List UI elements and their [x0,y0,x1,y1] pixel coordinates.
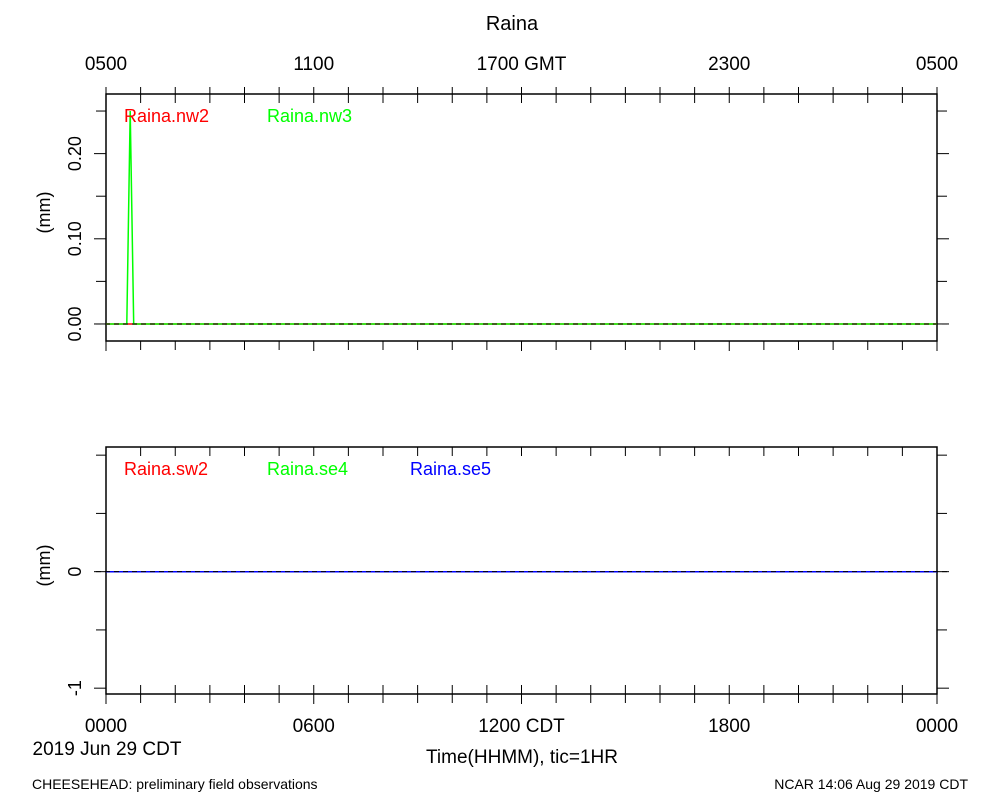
chart-title: Raina [486,13,539,35]
y-tick-label: 0.20 [65,136,85,171]
bottom-time-axis: 0000 0600 1200 CDT 1800 0000 [85,716,958,737]
legend-entry: Raina.se5 [410,459,491,479]
bottom-axis-tick-label: 0600 [293,716,335,737]
top-axis-tick-label: 0500 [85,54,127,75]
plot-frame [105,93,938,342]
bottom-panel: 0 -1 (mm) Raina.sw2 Raina.se4 Raina.se5 [34,446,949,704]
bottom-axis-tick-label: 0000 [85,716,127,737]
x-axis-label: Time(HHMM), tic=1HR [426,747,618,768]
footer-left: CHEESEHEAD: preliminary field observatio… [32,776,318,792]
bottom-axis-tick-label: 0000 [916,716,958,737]
y-tick-label: -1 [65,680,85,696]
footer-right: NCAR 14:06 Aug 29 2019 CDT [774,776,968,792]
bottom-axis-tick-label: 1800 [708,716,750,737]
top-axis-tick-label: 1100 [293,54,334,75]
legend-entry: Raina.nw3 [267,106,352,126]
legend-entry: Raina.nw2 [124,106,209,126]
y-tick-label: 0 [65,567,85,577]
y-axis-label: (mm) [34,545,54,587]
top-axis-tick-label: 0500 [916,54,958,75]
series-line-Raina.nw3 [106,110,937,325]
bottom-axis-tick-label: 1200 CDT [478,716,565,737]
y-tick-label: 0.10 [65,221,85,256]
legend-entry: Raina.sw2 [124,459,208,479]
top-time-axis: 0500 1100 1700 GMT 2300 0500 [85,54,958,75]
top-panel: 0.00 0.10 0.20 (mm) Raina.nw2 Raina.nw3 [34,87,949,351]
plot-frame [105,446,938,695]
top-axis-tick-label: 2300 [708,54,750,75]
legend-entry: Raina.se4 [267,459,348,479]
y-axis-label: (mm) [34,192,54,234]
top-axis-tick-label: 1700 GMT [477,54,567,75]
y-tick-label: 0.00 [65,306,85,341]
date-label: 2019 Jun 29 CDT [33,739,182,760]
